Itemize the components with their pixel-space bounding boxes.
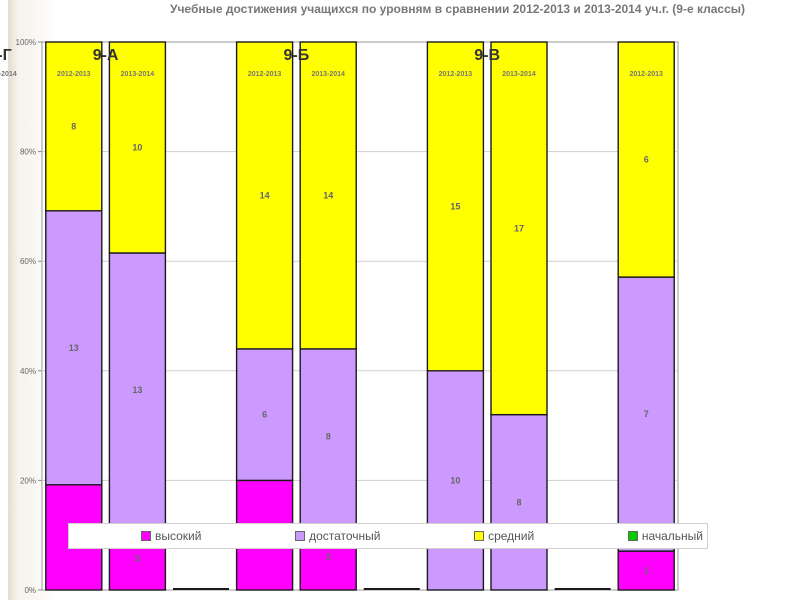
bar-segment-medium [235,41,294,350]
data-label-high: 3 [326,552,331,562]
bar-segment-high [617,550,675,591]
y-tick-label: 100% [16,38,36,47]
group-label: 9-А [93,47,119,64]
bar-segment-medium [617,41,675,278]
legend-swatch-sufficient [295,531,306,541]
year-label: 2013-2014 [0,71,17,78]
chart-legend: высокий достаточный средний начальный [68,523,708,549]
bar-segment-medium [45,41,103,212]
bar-segment-medium [490,41,548,416]
group-label: 9-Г [0,47,12,64]
data-label-sufficient: 6 [262,410,267,420]
year-label: 2012-2013 [439,71,473,78]
legend-label-high: высокий [155,529,202,543]
data-label-medium: 6 [644,155,649,165]
data-label-medium: 14 [260,190,270,200]
bar-segment-medium [108,41,167,254]
bar-segment-sufficient [299,348,357,525]
legend-label-sufficient: достаточный [309,529,381,543]
data-label-medium: 15 [450,201,460,211]
data-label-medium: 8 [71,121,76,131]
data-label-sufficient: 8 [326,432,331,442]
bar-segment-sufficient [235,348,294,482]
group-label: 9-Б [284,47,310,64]
data-label-high: 3 [135,553,140,563]
group-label: 9-В [474,47,500,64]
legend-label-medium: средний [488,529,535,543]
data-label-sufficient: 13 [69,343,79,353]
data-label-sufficient: 10 [450,475,460,485]
y-tick-label: 20% [20,476,36,485]
bar-segment-medium [299,41,357,350]
legend-item-initial: начальный [627,529,703,543]
data-label-medium: 14 [323,190,333,200]
legend-item-high: высокий [141,529,201,543]
bar-segment-sufficient [617,276,675,552]
bar-segment-sufficient [490,413,548,591]
year-label: 2013-2014 [311,71,345,78]
bar-segment-medium [426,41,485,372]
year-label: 2013-2014 [121,71,155,78]
data-label-high: 1 [644,566,649,576]
legend-item-sufficient: достаточный [295,529,381,543]
year-label: 2013-2014 [502,71,536,78]
year-label: 2012-2013 [248,71,282,78]
data-label-sufficient: 7 [644,409,649,419]
y-tick-label: 0% [24,586,36,595]
legend-item-medium: средний [474,529,534,543]
data-label-sufficient: 8 [516,497,521,507]
year-label: 2012-2013 [57,71,91,78]
legend-swatch-initial [627,531,638,541]
bar-segment-sufficient [45,210,103,486]
y-tick-label: 40% [20,367,36,376]
year-label: 2012-2013 [629,71,663,78]
chart-title: Учебные достижения учащихся по уровням в… [170,2,746,16]
data-label-sufficient: 13 [132,385,142,395]
legend-swatch-high [141,531,151,541]
legend-label-initial: начальный [641,529,703,543]
y-tick-label: 80% [20,148,36,157]
data-label-medium: 17 [514,223,524,233]
legend-swatch-medium [474,531,485,541]
data-label-medium: 10 [132,142,142,152]
y-tick-label: 60% [20,257,36,266]
bar-segment-sufficient [108,252,167,528]
